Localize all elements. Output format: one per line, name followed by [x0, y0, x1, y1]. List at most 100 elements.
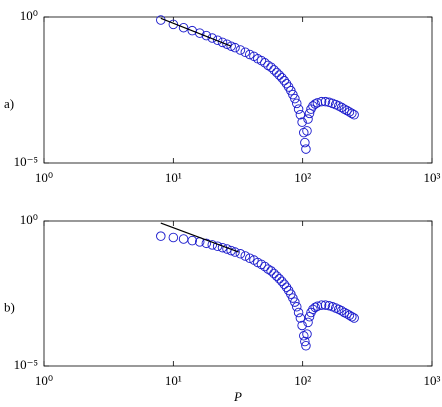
point [344, 310, 355, 321]
point [312, 301, 323, 311]
point [303, 114, 313, 124]
point [230, 247, 240, 257]
point [310, 99, 320, 109]
point [260, 58, 270, 68]
axes-frame [43, 220, 433, 367]
point [349, 109, 359, 120]
point [201, 238, 212, 249]
axes-frame [43, 16, 433, 164]
point [274, 70, 285, 80]
x-tick-label: 10⁰ [35, 170, 53, 185]
point [178, 234, 189, 244]
point [342, 105, 352, 116]
point [207, 33, 218, 43]
point [303, 317, 313, 328]
point [302, 329, 312, 339]
point [320, 96, 331, 107]
point [320, 300, 331, 310]
point [212, 35, 223, 45]
point [300, 137, 310, 148]
point [344, 107, 355, 117]
point [295, 313, 306, 323]
point [168, 232, 179, 243]
point [336, 102, 347, 113]
point [226, 41, 236, 51]
point [156, 231, 166, 241]
point [245, 49, 255, 60]
point [207, 240, 218, 250]
y-tick-label: 10⁻⁵ [14, 357, 38, 372]
point [277, 276, 287, 287]
x-tick-label: 10³ [424, 373, 441, 388]
point [347, 311, 357, 322]
point [269, 65, 279, 75]
point [279, 75, 289, 86]
x-tick-label: 10³ [424, 170, 441, 185]
point [301, 144, 311, 154]
point [312, 98, 323, 108]
point [271, 67, 282, 78]
panel-label: a) [4, 96, 14, 111]
point [333, 101, 344, 111]
point [256, 259, 267, 270]
point [349, 313, 359, 323]
x-tick-label: 10¹ [165, 373, 182, 388]
point [300, 336, 310, 347]
x-tick-label: 10⁰ [35, 373, 53, 388]
point [339, 104, 350, 114]
point [266, 62, 276, 73]
fit-line [160, 17, 232, 47]
point [245, 253, 255, 263]
point [187, 235, 197, 246]
point [316, 300, 327, 310]
point [271, 271, 282, 281]
point [277, 73, 287, 83]
point [260, 261, 270, 272]
y-tick-label: 10⁰ [20, 8, 38, 23]
x-axis-label: P [233, 389, 242, 404]
point [266, 266, 276, 276]
point [230, 42, 240, 53]
point [310, 302, 320, 313]
point [301, 340, 311, 351]
point [194, 28, 205, 38]
point [240, 251, 251, 261]
point [222, 39, 232, 49]
point [336, 306, 347, 316]
point [217, 37, 228, 48]
x-tick-label: 10² [294, 170, 311, 185]
point [178, 22, 189, 33]
point [269, 268, 279, 279]
point [347, 108, 357, 119]
y-tick-label: 10⁰ [20, 212, 38, 227]
point [279, 279, 289, 289]
point [342, 309, 352, 319]
fit-line [160, 222, 239, 253]
point [235, 249, 246, 259]
point [333, 304, 344, 315]
y-tick-label: 10⁻⁵ [14, 154, 38, 169]
point [290, 297, 300, 307]
point [256, 55, 267, 66]
panel-label: b) [4, 299, 15, 314]
point [290, 93, 300, 104]
point [201, 30, 212, 41]
point [168, 19, 179, 30]
point [295, 109, 306, 120]
point [339, 307, 350, 318]
point [293, 104, 304, 114]
point [281, 282, 292, 292]
point [291, 302, 302, 312]
point [302, 126, 312, 136]
point [291, 98, 302, 109]
point [293, 307, 304, 318]
point [235, 45, 246, 55]
point [297, 117, 307, 127]
point [281, 78, 292, 89]
point [274, 274, 285, 284]
point [240, 47, 251, 58]
point [316, 96, 327, 107]
point [297, 320, 307, 331]
x-tick-label: 10² [294, 373, 311, 388]
